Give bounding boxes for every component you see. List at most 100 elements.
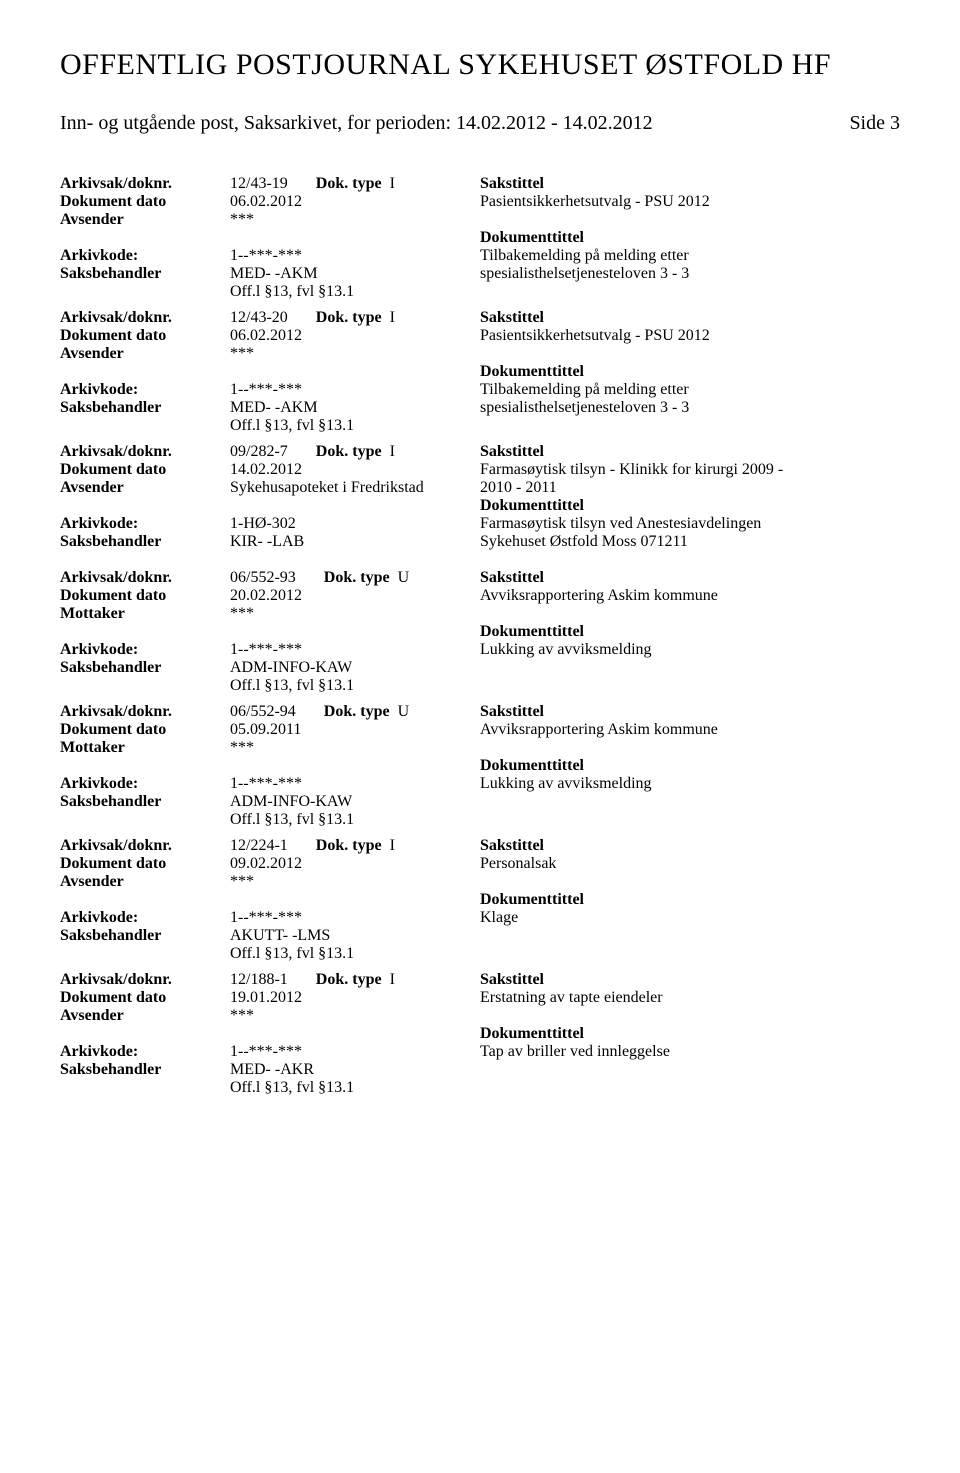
spacer xyxy=(60,623,230,641)
label-arkivkode: Arkivkode: xyxy=(60,381,230,399)
value-doktittel: Tilbakemelding på melding etter xyxy=(480,381,900,399)
value-doknr: 09/282-7 Dok. type I xyxy=(230,443,480,461)
value-party: *** xyxy=(230,605,480,623)
label-party: Avsender xyxy=(60,345,230,363)
label-saksbehandler: Saksbehandler xyxy=(60,533,230,551)
value-dokdato: 20.02.2012 xyxy=(230,587,480,605)
value-party: *** xyxy=(230,739,480,757)
label-dokdato: Dokument dato xyxy=(60,461,230,479)
label-dokumenttittel: Dokumenttittel xyxy=(480,891,900,909)
spacer xyxy=(60,1079,230,1097)
value-arkivkode: 1--***-*** xyxy=(230,247,480,265)
journal-record: Arkivsak/doknr.09/282-7 Dok. type ISakst… xyxy=(60,443,900,551)
journal-record: Arkivsak/doknr.12/188-1 Dok. type ISakst… xyxy=(60,971,900,1097)
label-arkivsak: Arkivsak/doknr. xyxy=(60,443,230,461)
value-saksbehandler: ADM-INFO-KAW xyxy=(230,659,480,677)
spacer xyxy=(60,363,230,381)
label-dokdato: Dokument dato xyxy=(60,193,230,211)
value-dokdato: 06.02.2012 xyxy=(230,327,480,345)
label-arkivsak: Arkivsak/doknr. xyxy=(60,971,230,989)
spacer xyxy=(480,1079,900,1097)
label-dokdato: Dokument dato xyxy=(60,989,230,1007)
spacer xyxy=(480,677,900,695)
value-saksbehandler: MED- -AKR xyxy=(230,1061,480,1079)
value-sakstittel: Personalsak xyxy=(480,855,900,873)
value-saksbehandler: MED- -AKM xyxy=(230,265,480,283)
page: OFFENTLIG POSTJOURNAL SYKEHUSET ØSTFOLD … xyxy=(0,0,960,1145)
label-sakstittel: Sakstittel xyxy=(480,569,900,587)
label-arkivkode: Arkivkode: xyxy=(60,641,230,659)
value-doknr: 06/552-94 Dok. type U xyxy=(230,703,480,721)
value-doktittel: Tilbakemelding på melding etter xyxy=(480,247,900,265)
label-saksbehandler: Saksbehandler xyxy=(60,927,230,945)
value-sakstittel: Pasientsikkerhetsutvalg - PSU 2012 xyxy=(480,193,900,211)
label-saksbehandler: Saksbehandler xyxy=(60,659,230,677)
value-arkivkode: 1--***-*** xyxy=(230,381,480,399)
value-doktittel: Tap av briller ved innleggelse xyxy=(480,1043,900,1061)
value-sakstittel: Farmasøytisk tilsyn - Klinikk for kirurg… xyxy=(480,461,900,479)
spacer xyxy=(60,945,230,963)
label-dokumenttittel: Dokumenttittel xyxy=(480,1025,900,1043)
spacer xyxy=(230,1025,480,1043)
label-dokdato: Dokument dato xyxy=(60,721,230,739)
label-dokumenttittel: Dokumenttittel xyxy=(480,363,900,381)
label-arkivkode: Arkivkode: xyxy=(60,1043,230,1061)
value-doknr: 06/552-93 Dok. type U xyxy=(230,569,480,587)
value-doktittel-2 xyxy=(480,927,900,945)
value-doktittel-2: Sykehuset Østfold Moss 071211 xyxy=(480,533,900,551)
label-dokdato: Dokument dato xyxy=(60,855,230,873)
value-arkivkode: 1--***-*** xyxy=(230,1043,480,1061)
spacer xyxy=(230,623,480,641)
value-doknr: 12/43-19 Dok. type I xyxy=(230,175,480,193)
value-sakstittel-2 xyxy=(480,873,900,891)
label-sakstittel: Sakstittel xyxy=(480,443,900,461)
value-doktittel-2 xyxy=(480,1061,900,1079)
value-party: *** xyxy=(230,345,480,363)
spacer xyxy=(60,283,230,301)
records-container: Arkivsak/doknr. 12/43-19 Dok. type I Sakst… xyxy=(60,175,900,1097)
value-offl: Off.l §13, fvl §13.1 xyxy=(230,417,480,435)
label-arkivsak: Arkivsak/doknr. xyxy=(60,309,230,327)
journal-record: Arkivsak/doknr.06/552-93 Dok. type USaks… xyxy=(60,569,900,695)
value-doktittel: Klage xyxy=(480,909,900,927)
value-doktittel-2 xyxy=(480,793,900,811)
value-arkivkode: 1-HØ-302 xyxy=(230,515,480,533)
spacer xyxy=(60,1025,230,1043)
label-saksbehandler: Saksbehandler xyxy=(60,793,230,811)
value-sakstittel-2 xyxy=(480,211,900,229)
value-party: *** xyxy=(230,211,480,229)
spacer xyxy=(480,283,900,301)
value-saksbehandler: ADM-INFO-KAW xyxy=(230,793,480,811)
label-party: Avsender xyxy=(60,479,230,497)
value-arkivkode: 1--***-*** xyxy=(230,641,480,659)
label-saksbehandler: Saksbehandler xyxy=(60,265,230,283)
value-doktittel: Lukking av avviksmelding xyxy=(480,775,900,793)
label-arkivsak: Arkivsak/doknr. xyxy=(60,569,230,587)
label-arkivkode: Arkivkode: xyxy=(60,247,230,265)
label-arkivsak: Arkivsak/doknr. xyxy=(60,703,230,721)
label-sakstittel: Sakstittel xyxy=(480,837,900,855)
value-doknr: 12/43-20 Dok. type I xyxy=(230,309,480,327)
value-saksbehandler: AKUTT- -LMS xyxy=(230,927,480,945)
label-sakstittel: Sakstittel xyxy=(480,309,900,327)
value-party: *** xyxy=(230,1007,480,1025)
value-saksbehandler: MED- -AKM xyxy=(230,399,480,417)
label-saksbehandler: Saksbehandler xyxy=(60,399,230,417)
spacer xyxy=(230,363,480,381)
spacer xyxy=(480,811,900,829)
journal-record: Arkivsak/doknr.06/552-94 Dok. type U Saks… xyxy=(60,703,900,829)
value-doktittel-2 xyxy=(480,659,900,677)
value-sakstittel: Erstatning av tapte eiendeler xyxy=(480,989,900,1007)
spacer xyxy=(60,229,230,247)
value-sakstittel: Pasientsikkerhetsutvalg - PSU 2012 xyxy=(480,327,900,345)
label-dokumenttittel: Dokumenttittel xyxy=(480,757,900,775)
value-doktittel-2: spesialisthelsetjenesteloven 3 - 3 xyxy=(480,399,900,417)
value-offl: Off.l §13, fvl §13.1 xyxy=(230,1079,480,1097)
label-dokumenttittel: Dokumenttittel xyxy=(480,229,900,247)
label-party: Avsender xyxy=(60,1007,230,1025)
value-offl: Off.l §13, fvl §13.1 xyxy=(230,945,480,963)
label-arkivkode: Arkivkode: xyxy=(60,515,230,533)
journal-record: Arkivsak/doknr.12/43-20 Dok. type ISakst… xyxy=(60,309,900,435)
label-arkivkode: Arkivkode: xyxy=(60,909,230,927)
label-arkivsak: Arkivsak/doknr. xyxy=(60,837,230,855)
